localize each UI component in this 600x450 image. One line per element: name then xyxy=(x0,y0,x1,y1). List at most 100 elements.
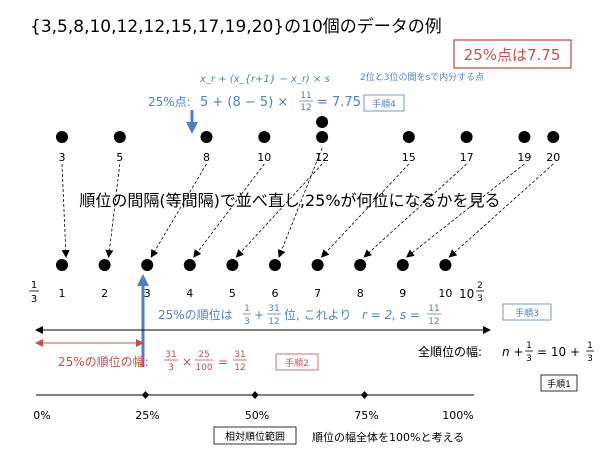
percent-tick-label: 25% xyxy=(135,409,159,422)
middle-caption: 順位の間隔(等間隔)で並べ直し,25%が何位になるかを見る xyxy=(79,191,500,210)
rank-number-label: 10 xyxy=(438,287,452,300)
rank-connector xyxy=(363,163,467,258)
step1-f1-bottom: 3 xyxy=(526,354,532,364)
step2-calculation: 25%の順位の幅: 31 3 × 25 100 = 31 12 xyxy=(58,350,247,373)
step4-label: 25%点: xyxy=(148,95,191,109)
formula-general: x_r + (x_{r+1} − x_r) × s xyxy=(199,74,330,85)
data-value-label: 5 xyxy=(116,151,123,164)
data-value-label: 19 xyxy=(517,151,531,164)
step1-eq: = 10 + xyxy=(537,345,580,359)
step4-frac-bottom: 12 xyxy=(300,103,311,113)
data-point xyxy=(258,131,271,143)
step1-f2-bottom: 3 xyxy=(587,354,593,364)
data-value-label: 10 xyxy=(257,151,271,164)
rank-number-label: 1 xyxy=(59,287,66,300)
data-point xyxy=(200,131,213,143)
formula-note: 2位と3位の間をsで内分する点 xyxy=(360,71,484,83)
data-point xyxy=(402,131,415,143)
step2-label: 25%の順位の幅: xyxy=(58,354,149,369)
step2-tag: 手順2 xyxy=(285,357,309,369)
step2-eq: = xyxy=(218,355,228,369)
data-point xyxy=(316,116,329,128)
data-point xyxy=(56,131,68,143)
rank-connector xyxy=(235,163,323,258)
rank-connector xyxy=(448,163,554,258)
step2-f1-bottom: 3 xyxy=(168,363,174,373)
step1-f2-top: 1 xyxy=(587,341,593,351)
rank-point xyxy=(269,259,281,271)
scale-label: 相対順位範囲 xyxy=(225,430,285,443)
step2-tag-box xyxy=(275,353,319,371)
rank-number-label: 8 xyxy=(357,287,364,300)
rank-number-label: 9 xyxy=(399,287,406,300)
step3-f1-bottom: 3 xyxy=(244,317,250,327)
rank-connector xyxy=(406,163,525,258)
rank-connectors xyxy=(61,147,554,258)
rank-point xyxy=(396,259,409,271)
step2-f2-bottom: 100 xyxy=(195,363,212,373)
step2-f3-top: 31 xyxy=(234,350,245,360)
data-point xyxy=(460,131,473,143)
data-points xyxy=(56,116,560,143)
rank-point xyxy=(311,259,324,271)
data-point xyxy=(316,131,329,143)
rank-number-label: 6 xyxy=(272,287,279,300)
percent-tick-mark xyxy=(361,391,368,399)
rank-point xyxy=(56,259,68,271)
rank-end-fraction: 10 2 3 xyxy=(459,281,484,304)
data-value-label: 12 xyxy=(315,151,329,164)
percent-tick-label: 50% xyxy=(245,409,269,422)
step3-prefix: 25%の順位は xyxy=(158,307,233,322)
rank-connector xyxy=(105,163,121,258)
rank-point xyxy=(226,259,239,271)
rank-connector xyxy=(150,163,207,258)
data-value-label: 8 xyxy=(203,151,210,164)
step1-expr: n + xyxy=(502,345,523,359)
step3-tag-box xyxy=(502,303,552,321)
rank-connector xyxy=(61,163,70,258)
rank-connector xyxy=(193,163,265,258)
step2-f2-top: 25 xyxy=(198,350,209,360)
rank-start-fraction: 1 3 xyxy=(29,280,39,305)
step4-expr-left: 5 + (8 − 5) × xyxy=(200,95,288,110)
data-point xyxy=(518,131,531,143)
rank-labels: 1 2 3 4 5 6 7 8 9 10 xyxy=(59,287,453,300)
data-value-label: 20 xyxy=(546,151,560,164)
data-point xyxy=(113,131,126,143)
data-value-label: 15 xyxy=(402,151,416,164)
page-title: {3,5,8,10,12,12,15,17,19,20}の10個のデータの例 xyxy=(30,16,442,37)
rank-point xyxy=(98,259,111,271)
data-value-label: 3 xyxy=(59,151,66,164)
step2-f3-bottom: 12 xyxy=(234,363,245,373)
rank-connector xyxy=(277,147,323,258)
scale-caption: 順位の幅全体を100%と考える xyxy=(312,430,464,444)
rank-start-bottom: 3 xyxy=(31,294,37,305)
rank-number-label: 7 xyxy=(314,287,321,300)
percent-tick-mark xyxy=(142,391,149,399)
data-point xyxy=(547,131,560,143)
step2-times: × xyxy=(182,355,192,369)
step3-f2-top: 31 xyxy=(268,304,279,314)
result-text: 25%点は7.75 xyxy=(464,46,561,64)
step4-expr-right: = 7.75 xyxy=(317,95,361,110)
step3-f1-top: 1 xyxy=(244,304,250,314)
step3-plus: + xyxy=(254,308,264,322)
rank-point xyxy=(354,259,367,271)
data-labels: 3 5 8 10 12 15 17 19 20 xyxy=(59,151,561,164)
rank-point xyxy=(183,259,196,271)
percent-tick-mark xyxy=(251,391,259,399)
step3-mid: 位, これより xyxy=(284,307,351,322)
step2-f1-top: 31 xyxy=(165,350,176,360)
rank-end-bottom: 3 xyxy=(477,294,483,304)
scale-label-box xyxy=(213,426,297,445)
step4-calculation: 25%点: 5 + (8 − 5) × 11 12 = 7.75 xyxy=(148,91,361,113)
rank-end-top: 2 xyxy=(477,281,483,291)
rank-number-label: 5 xyxy=(229,287,236,300)
step4-frac-top: 11 xyxy=(300,91,311,101)
percent-tick-label: 75% xyxy=(354,409,378,422)
step3-tag: 手順3 xyxy=(515,307,539,319)
percent-tick-label: 0% xyxy=(33,409,50,422)
step1-tag-box xyxy=(540,374,578,392)
rank-end-whole: 10 xyxy=(459,287,474,301)
step3-f3-bottom: 12 xyxy=(428,317,439,327)
